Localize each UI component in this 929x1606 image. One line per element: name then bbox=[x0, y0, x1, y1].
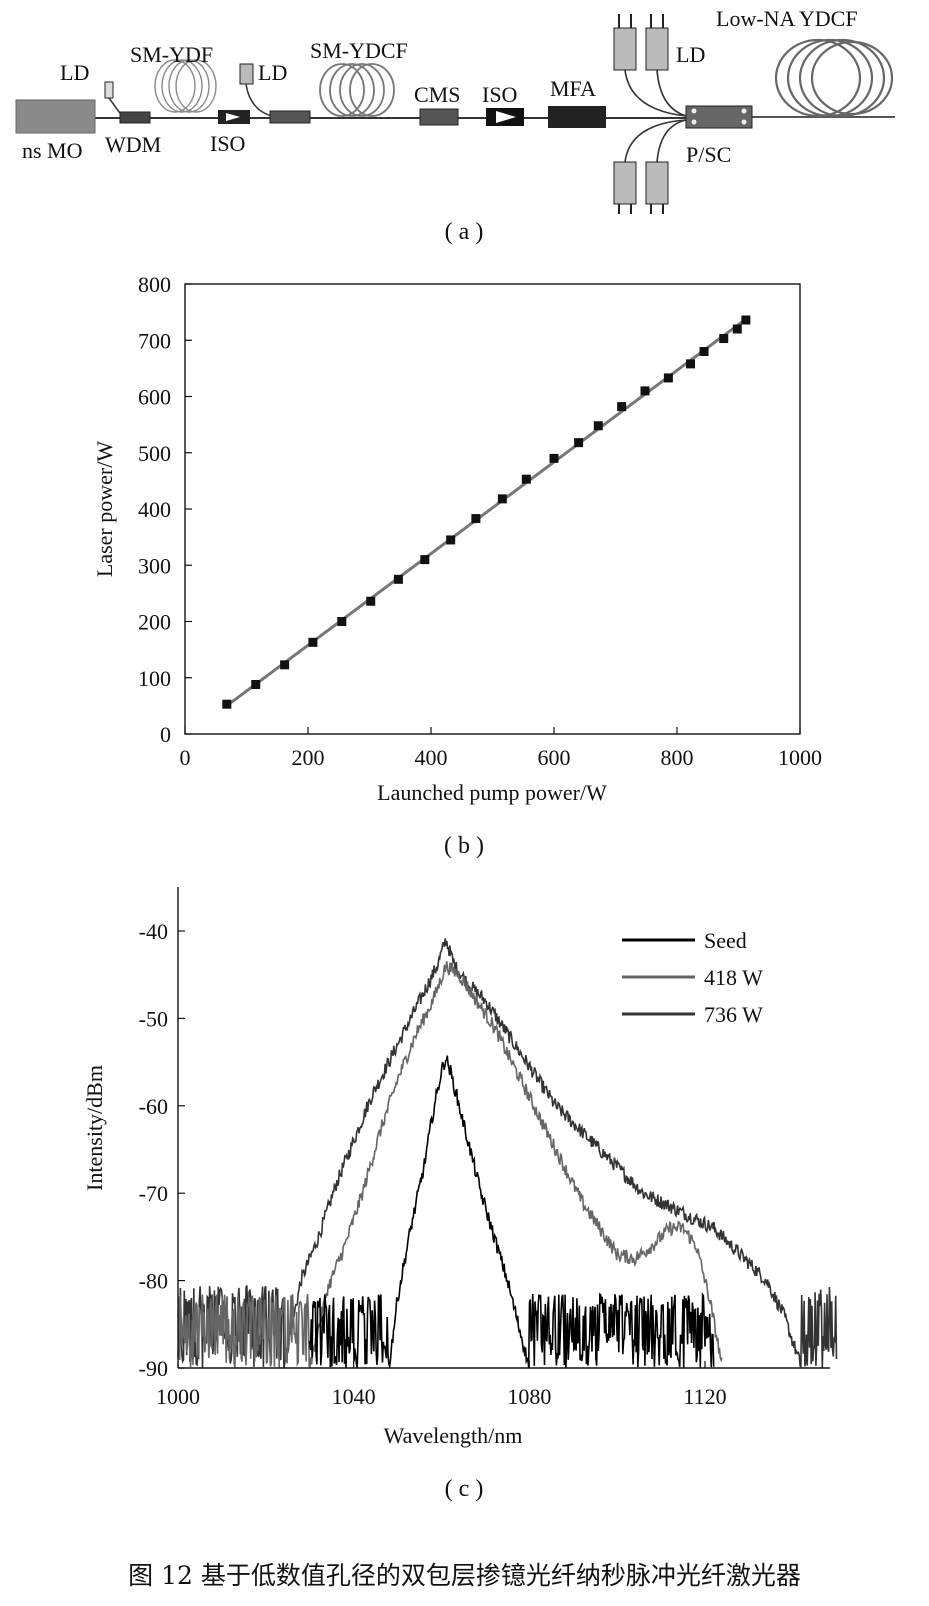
series-seed bbox=[309, 1055, 715, 1370]
y-tick-label: 400 bbox=[138, 497, 171, 522]
combiner1-block bbox=[269, 110, 311, 124]
y-tick-label: 700 bbox=[138, 328, 171, 353]
iso1-label: ISO bbox=[210, 131, 245, 156]
data-point bbox=[280, 660, 290, 670]
y-tick-label: -40 bbox=[139, 919, 168, 944]
wdm-block bbox=[119, 111, 151, 124]
data-point bbox=[308, 637, 318, 647]
legend-label: 418 W bbox=[704, 965, 763, 990]
data-point bbox=[719, 334, 729, 344]
iso2-label: ISO bbox=[482, 82, 517, 107]
chart-c: 1000 1040 1080 1120 -90 -80 -70 -60 -50 -40 Seed 4… bbox=[82, 887, 838, 1502]
chart-c-axes bbox=[177, 887, 830, 1369]
data-point bbox=[663, 373, 673, 383]
series-418-w bbox=[177, 961, 723, 1369]
data-point bbox=[741, 315, 751, 325]
y-tick-label: -60 bbox=[139, 1094, 168, 1119]
chart-b-xlabel: Launched pump power/W bbox=[377, 780, 607, 805]
y-tick-label: 100 bbox=[138, 666, 171, 691]
y-tick-label: -50 bbox=[139, 1006, 168, 1031]
sm-ydf-coil bbox=[154, 59, 217, 113]
y-tick-label: -80 bbox=[139, 1269, 168, 1294]
mfa-label: MFA bbox=[550, 76, 596, 101]
y-tick-label: -90 bbox=[139, 1356, 168, 1381]
sm-ydcf-label: SM-YDCF bbox=[310, 38, 408, 63]
ld3-label: LD bbox=[676, 42, 705, 67]
x-tick-label: 1000 bbox=[156, 1384, 200, 1409]
data-point bbox=[699, 347, 709, 356]
ld2-block bbox=[239, 63, 254, 85]
data-point bbox=[593, 421, 603, 431]
caption-c: ( c ) bbox=[445, 1476, 484, 1502]
data-point bbox=[366, 596, 376, 606]
chart-b-ticks: 0 200 400 600 800 1000 0 100 200 300 400 500 600 700 8… bbox=[138, 272, 822, 770]
mfa-block bbox=[548, 106, 606, 128]
x-tick-label: 1120 bbox=[683, 1384, 726, 1409]
y-tick-label: 200 bbox=[138, 610, 171, 635]
y-tick-label: 300 bbox=[138, 553, 171, 578]
data-point bbox=[222, 699, 232, 709]
y-tick-label: 500 bbox=[138, 441, 171, 466]
caption-a: ( a ) bbox=[445, 219, 484, 245]
pump-ld-array bbox=[613, 14, 687, 214]
iso1-arrow-icon bbox=[226, 113, 240, 121]
schematic-diagram: ns MO LD WDM SM-YDF ISO LD bbox=[15, 6, 895, 245]
chart-c-ylabel: Intensity/dBm bbox=[82, 1065, 107, 1191]
data-point bbox=[251, 680, 261, 689]
ns-mo-label: ns MO bbox=[22, 138, 83, 163]
data-point bbox=[686, 359, 696, 369]
chart-c-legend: Seed 418 W 736 W bbox=[622, 928, 763, 1027]
psc-block bbox=[685, 105, 753, 129]
legend-label: Seed bbox=[704, 928, 747, 953]
y-tick-label: -70 bbox=[139, 1181, 168, 1206]
data-point bbox=[420, 555, 430, 565]
cms-label: CMS bbox=[414, 82, 460, 107]
chart-b-points bbox=[222, 315, 751, 709]
x-tick-label: 1040 bbox=[332, 1384, 376, 1409]
legend-label: 736 W bbox=[704, 1002, 763, 1027]
x-tick-label: 200 bbox=[292, 745, 325, 770]
data-point bbox=[574, 438, 584, 448]
wdm-label: WDM bbox=[105, 132, 161, 157]
chart-c-series bbox=[177, 938, 838, 1370]
data-point bbox=[446, 535, 456, 545]
data-point bbox=[471, 514, 481, 524]
psc-label: P/SC bbox=[686, 142, 731, 167]
data-point bbox=[497, 494, 507, 504]
iso2-arrow-icon bbox=[496, 111, 516, 123]
x-tick-label: 600 bbox=[538, 745, 571, 770]
caption-b: ( b ) bbox=[444, 833, 484, 859]
low-na-ydcf-coil bbox=[774, 38, 894, 118]
figure-caption: 图 12 基于低数值孔径的双包层掺镱光纤纳秒脉冲光纤激光器 bbox=[128, 1561, 801, 1590]
ld2-label: LD bbox=[258, 60, 287, 85]
data-point bbox=[640, 386, 650, 396]
x-tick-label: 400 bbox=[415, 745, 448, 770]
x-tick-label: 1080 bbox=[507, 1384, 551, 1409]
x-tick-label: 800 bbox=[661, 745, 694, 770]
y-tick-label: 800 bbox=[138, 272, 171, 297]
x-tick-label: 0 bbox=[180, 745, 191, 770]
ld2-lead bbox=[245, 83, 273, 117]
chart-b-ylabel: Laser power/W bbox=[92, 441, 117, 577]
sm-ydf-label: SM-YDF bbox=[130, 42, 213, 67]
chart-b: 0 200 400 600 800 1000 0 100 200 300 400 500 600 700 8… bbox=[92, 272, 822, 859]
sm-ydcf-coil bbox=[319, 63, 395, 117]
y-tick-label: 600 bbox=[138, 385, 171, 410]
x-tick-label: 1000 bbox=[778, 745, 822, 770]
ld1-label: LD bbox=[60, 60, 89, 85]
cms-block bbox=[419, 108, 459, 126]
data-point bbox=[337, 617, 347, 626]
data-point bbox=[393, 574, 403, 584]
y-tick-label: 0 bbox=[160, 722, 171, 747]
data-point bbox=[521, 474, 531, 484]
data-point bbox=[549, 453, 559, 463]
ns-mo-block bbox=[15, 99, 96, 134]
data-point bbox=[732, 324, 742, 334]
ld1-block bbox=[104, 81, 114, 99]
low-na-ydcf-label: Low-NA YDCF bbox=[716, 6, 858, 31]
chart-c-ticks: 1000 1040 1080 1120 -90 -80 -70 -60 -50 -40 bbox=[139, 919, 727, 1409]
chart-c-xlabel: Wavelength/nm bbox=[384, 1423, 523, 1448]
data-point bbox=[617, 402, 627, 412]
